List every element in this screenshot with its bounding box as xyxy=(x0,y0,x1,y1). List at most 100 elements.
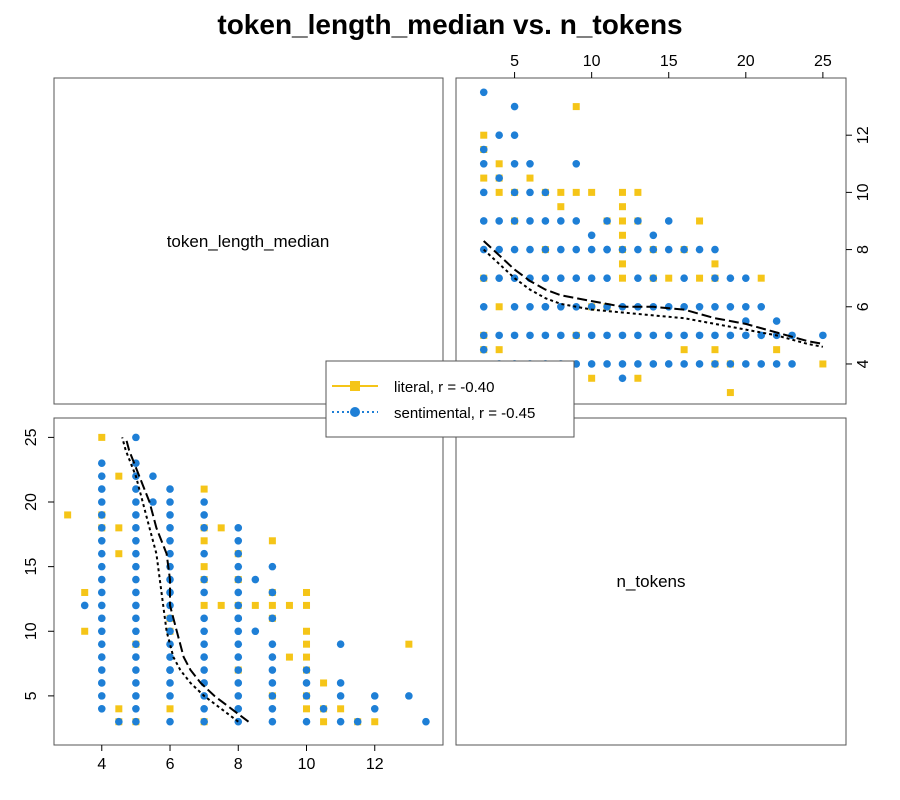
point-sentimental xyxy=(132,601,140,610)
point-sentimental xyxy=(422,717,430,726)
point-sentimental xyxy=(302,692,311,700)
point-sentimental xyxy=(557,217,565,225)
point-sentimental xyxy=(115,717,123,726)
point-sentimental xyxy=(695,245,704,254)
point-sentimental xyxy=(772,317,781,325)
tick-label-right: 8 xyxy=(855,245,872,254)
point-sentimental xyxy=(587,274,596,282)
point-sentimental xyxy=(166,666,174,674)
point-sentimental xyxy=(268,614,277,623)
point-literal xyxy=(618,260,626,268)
point-sentimental xyxy=(618,360,627,368)
point-sentimental xyxy=(510,302,519,311)
point-literal xyxy=(495,303,503,311)
tick-label-left: 15 xyxy=(23,558,40,576)
point-literal xyxy=(634,374,642,382)
point-literal xyxy=(115,550,123,558)
point-sentimental xyxy=(772,360,781,368)
upper-panel-marks xyxy=(479,88,827,397)
point-sentimental xyxy=(572,302,581,311)
point-sentimental xyxy=(97,524,106,532)
point-literal xyxy=(819,360,827,368)
axes-layer: 5 10 15 20 25 4 6 8 10 12 4 6 8 10 12 5 10 15 20 25 xyxy=(23,53,872,773)
point-sentimental xyxy=(479,345,488,354)
point-sentimental xyxy=(234,614,243,623)
point-sentimental xyxy=(479,302,488,311)
point-sentimental xyxy=(603,245,611,254)
point-sentimental xyxy=(234,562,243,571)
tick-label-top: 20 xyxy=(737,53,755,70)
point-sentimental xyxy=(526,159,534,168)
point-sentimental xyxy=(97,614,106,623)
point-sentimental xyxy=(268,653,277,661)
point-sentimental xyxy=(302,666,311,674)
point-sentimental xyxy=(234,653,243,661)
point-literal xyxy=(166,705,174,713)
point-sentimental xyxy=(97,627,106,636)
point-sentimental xyxy=(510,102,519,111)
point-sentimental xyxy=(97,679,106,687)
point-sentimental xyxy=(649,274,658,282)
point-sentimental xyxy=(726,302,735,311)
point-sentimental xyxy=(495,131,503,139)
point-sentimental xyxy=(711,331,719,340)
point-literal xyxy=(98,433,106,441)
point-sentimental xyxy=(370,705,379,713)
point-sentimental xyxy=(742,360,750,368)
tick-label-left: 5 xyxy=(23,691,40,700)
point-sentimental xyxy=(634,274,642,282)
smooth-line-upper-literal xyxy=(483,240,824,345)
point-sentimental xyxy=(479,188,488,197)
point-literal xyxy=(64,511,72,519)
tick-label-bottom: 4 xyxy=(97,756,106,773)
tick-label-right: 6 xyxy=(855,302,872,311)
point-sentimental xyxy=(268,679,277,687)
point-sentimental xyxy=(603,217,611,225)
point-sentimental xyxy=(541,274,550,282)
tick-label-top: 10 xyxy=(583,53,601,70)
point-sentimental xyxy=(166,485,174,493)
point-sentimental xyxy=(541,331,550,340)
point-sentimental xyxy=(132,588,140,597)
point-sentimental xyxy=(149,472,157,480)
point-sentimental xyxy=(726,331,735,340)
point-sentimental xyxy=(495,274,503,282)
point-sentimental xyxy=(695,302,704,311)
point-sentimental xyxy=(97,692,106,700)
point-sentimental xyxy=(572,217,581,225)
point-sentimental xyxy=(526,188,534,197)
tick-label-bottom: 6 xyxy=(166,756,175,773)
point-literal xyxy=(757,274,765,282)
point-sentimental xyxy=(495,174,503,182)
legend: literal, r = -0.40 sentimental, r = -0.4… xyxy=(325,360,575,438)
legend-label-sentimental: sentimental, r = -0.45 xyxy=(394,405,535,422)
point-sentimental xyxy=(97,549,106,558)
point-sentimental xyxy=(695,331,704,340)
tick-label-left: 20 xyxy=(23,493,40,511)
point-literal xyxy=(618,203,626,211)
point-sentimental xyxy=(742,331,750,340)
point-sentimental xyxy=(336,692,345,700)
point-sentimental xyxy=(587,245,596,254)
point-sentimental xyxy=(234,640,243,648)
point-sentimental xyxy=(302,717,311,726)
point-literal xyxy=(81,588,89,596)
point-sentimental xyxy=(268,640,277,648)
point-sentimental xyxy=(664,331,673,340)
point-sentimental xyxy=(268,692,277,700)
point-sentimental xyxy=(132,562,140,571)
point-literal xyxy=(526,174,534,182)
point-sentimental xyxy=(268,666,277,674)
point-sentimental xyxy=(97,640,106,648)
point-literal xyxy=(680,346,688,354)
point-sentimental xyxy=(234,549,243,558)
point-literal xyxy=(320,718,328,726)
point-sentimental xyxy=(234,679,243,687)
point-sentimental xyxy=(680,360,688,368)
point-sentimental xyxy=(268,562,277,571)
lower-panel-marks xyxy=(64,433,430,726)
point-sentimental xyxy=(234,588,243,597)
point-literal xyxy=(726,389,734,397)
point-sentimental xyxy=(336,640,345,648)
